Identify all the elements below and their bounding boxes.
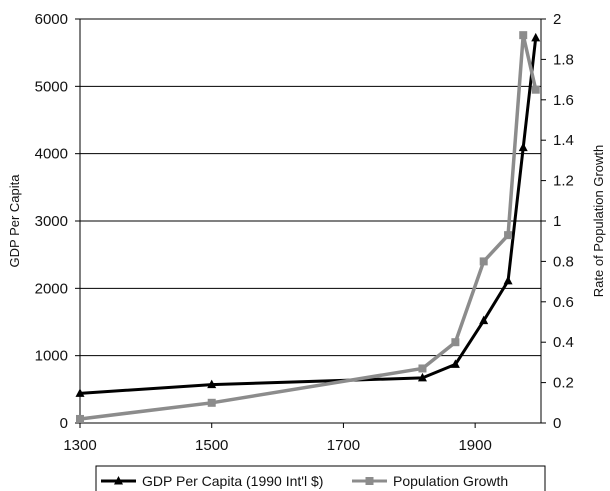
series-line-2	[79, 33, 538, 421]
y2-tick-label-1: 1	[553, 213, 561, 230]
series-2-point-1300	[76, 414, 84, 423]
legend-label-1: GDP Per Capita (1990 Int'l $)	[142, 473, 323, 489]
y-tick-label-1000: 1000	[35, 348, 68, 365]
series-2-point-1913	[479, 257, 488, 266]
legend-marker-1	[114, 476, 123, 485]
legend-label-2: Population Growth	[393, 473, 508, 489]
series-2-point-1973	[519, 31, 528, 40]
series-1-point-1973	[518, 142, 528, 152]
legend-box	[95, 465, 546, 491]
series-1-point-1500	[207, 379, 217, 389]
series-2-point-1870	[451, 338, 460, 347]
y2-tick-label-0.6: 0.6	[553, 294, 574, 311]
y2-tick-label-0.8: 0.8	[553, 253, 574, 270]
x-tick-label-1700: 1700	[327, 437, 360, 454]
y2-axis-title: Rate of Population Growth	[591, 145, 606, 297]
y-tick-label-4000: 4000	[35, 146, 68, 163]
legend-marker-2	[365, 477, 374, 485]
y2-tick-label-2: 2	[553, 11, 561, 28]
x-tick-label-1500: 1500	[195, 437, 228, 454]
y2-tick-label-0.4: 0.4	[553, 334, 574, 351]
series-1-point-1870	[450, 359, 460, 368]
x-tick-label-1300: 1300	[63, 437, 96, 454]
y2-tick-label-1.6: 1.6	[553, 92, 574, 109]
y2-tick-label-0: 0	[553, 415, 561, 432]
y-tick-label-2000: 2000	[35, 280, 68, 297]
x-tick-label-1900: 1900	[458, 437, 491, 454]
y-axis-title: GDP Per Capita	[7, 174, 22, 268]
y2-tick-label-1.2: 1.2	[553, 173, 574, 190]
series-1-point-1820	[417, 372, 427, 382]
y2-tick-label-1.4: 1.4	[553, 132, 574, 149]
series-1-point-1913	[479, 315, 489, 325]
y2-tick-label-1.8: 1.8	[553, 51, 574, 68]
y-tick-label-6000: 6000	[35, 11, 68, 28]
y-tick-label-3000: 3000	[35, 213, 68, 230]
y-tick-label-5000: 5000	[35, 78, 68, 95]
y-tick-label-0: 0	[60, 415, 68, 432]
series-1-point-1950	[503, 275, 513, 285]
series-2-point-1992	[531, 85, 540, 94]
series-1-point-1300	[75, 388, 85, 397]
y2-tick-label-0.2: 0.2	[553, 375, 574, 392]
series-1-point-1992	[531, 32, 541, 42]
series-2-point-1950	[504, 231, 513, 240]
series-2-point-1820	[418, 364, 427, 373]
series-line-1	[79, 37, 538, 395]
series-2-point-1500	[207, 398, 216, 407]
